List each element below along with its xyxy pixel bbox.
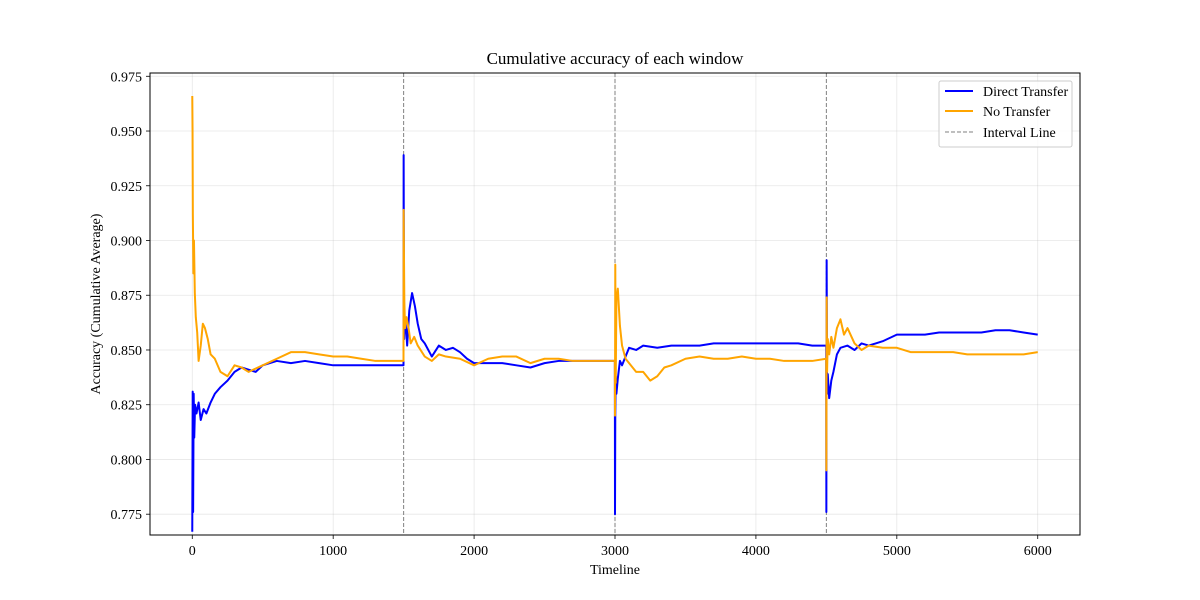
x-tick-label: 3000 [601,544,629,559]
y-tick-label: 0.900 [111,235,143,250]
legend-label-no-transfer: No Transfer [983,105,1051,120]
y-tick-label: 0.850 [111,344,143,359]
x-tick-label: 4000 [742,544,770,559]
legend-box [938,80,1073,148]
x-tick-label: 5000 [883,544,911,559]
x-axis-label: Timeline [590,563,640,578]
y-axis-label: Accuracy (Cumulative Average) [89,213,104,394]
x-tick-label: 0 [189,544,196,559]
y-tick-label: 0.925 [111,180,143,195]
legend-label-interval-line: Interval Line [983,126,1056,141]
chart-title: Cumulative accuracy of each window [487,49,745,68]
series-lines [191,95,1038,532]
y-tick-label: 0.825 [111,399,143,414]
legend: Direct Transfer No Transfer Interval Lin… [938,80,1073,148]
x-tick-label: 2000 [460,544,488,559]
y-tick-label: 0.875 [111,289,143,304]
x-tick-label: 1000 [319,544,347,559]
y-tick-label: 0.950 [111,125,143,140]
series-line-no-transfer [191,95,1038,472]
axes: 0 1000 2000 3000 4000 5000 6000 0.775 0.800 0.825… [111,70,1052,559]
y-tick-label: 0.775 [111,508,143,523]
y-tick-label: 0.975 [111,70,143,85]
legend-label-direct-transfer: Direct Transfer [983,85,1068,100]
series-line-direct-transfer [191,154,1038,532]
y-tick-label: 0.800 [111,453,143,468]
x-tick-label: 6000 [1024,544,1052,559]
